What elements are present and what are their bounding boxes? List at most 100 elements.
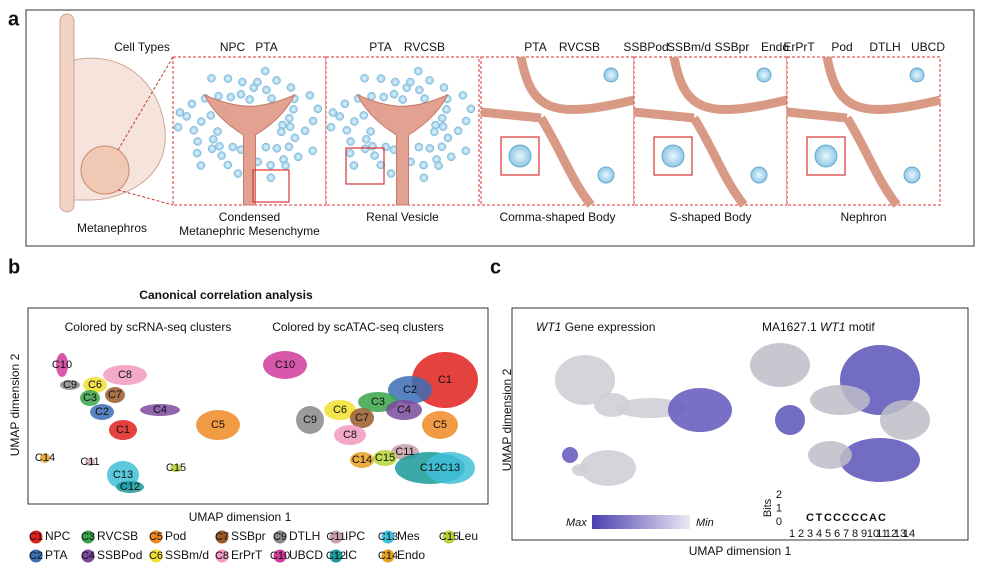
legend-name: IPC bbox=[345, 529, 365, 543]
legend-name: ErPrT bbox=[231, 548, 263, 562]
title-text: motif bbox=[849, 320, 876, 334]
cluster-cloud bbox=[40, 453, 50, 463]
expression-cloud bbox=[615, 398, 685, 418]
cell bbox=[466, 104, 476, 114]
cell bbox=[226, 92, 236, 102]
stage-name: Comma-shaped Body bbox=[499, 210, 615, 224]
cell bbox=[217, 151, 226, 160]
legend-swatch bbox=[215, 549, 229, 563]
legend-id: C2 bbox=[29, 550, 43, 562]
colorbar bbox=[592, 515, 690, 529]
vesicle bbox=[756, 67, 772, 83]
cluster-label: C1 bbox=[116, 424, 130, 436]
logo-letter: C bbox=[806, 512, 814, 524]
legend-name: Endo bbox=[397, 548, 425, 562]
cell bbox=[207, 144, 217, 154]
legend-id: C14 bbox=[378, 550, 398, 562]
cluster-cloud bbox=[140, 404, 180, 416]
cell bbox=[305, 91, 315, 100]
cluster-cloud bbox=[324, 400, 356, 420]
legend-id: C9 bbox=[273, 531, 287, 543]
vesicle bbox=[814, 144, 838, 168]
cluster-label: C2 bbox=[403, 384, 417, 396]
cluster-cloud bbox=[350, 408, 374, 428]
cluster-cloud bbox=[196, 410, 240, 440]
cell-type-label: Pod bbox=[831, 40, 852, 54]
cell bbox=[453, 126, 463, 136]
cell-type-label: SSBpr bbox=[715, 40, 750, 54]
cell bbox=[189, 126, 199, 135]
cluster-cloud bbox=[388, 376, 432, 404]
cluster-cloud bbox=[56, 353, 68, 377]
panel-label: c bbox=[490, 256, 501, 278]
cell bbox=[196, 161, 206, 170]
cell bbox=[238, 77, 247, 87]
plot-title: WT1 Gene expression bbox=[536, 320, 655, 334]
cluster-label: C13 bbox=[440, 462, 460, 474]
logo-letter: C bbox=[842, 512, 850, 524]
legend-swatch bbox=[381, 530, 395, 544]
cluster-label: C5 bbox=[211, 419, 225, 431]
cell-type-label: DTLH bbox=[869, 40, 900, 54]
panel-frame bbox=[511, 307, 969, 541]
cell bbox=[376, 160, 386, 170]
cell bbox=[328, 108, 338, 117]
cluster-cloud bbox=[116, 481, 144, 493]
stage-name: Condensed bbox=[219, 210, 280, 224]
vesicle bbox=[903, 166, 921, 184]
x-axis-label: UMAP dimension 1 bbox=[689, 544, 792, 558]
motif-cloud bbox=[880, 400, 930, 440]
cell bbox=[442, 105, 451, 114]
expression-cloud bbox=[572, 464, 588, 476]
legend-name: SSBpr bbox=[231, 529, 266, 543]
cell bbox=[308, 116, 318, 126]
cluster-label: C8 bbox=[343, 429, 357, 441]
cell bbox=[362, 135, 371, 144]
legend-item: C6 SSBm/d bbox=[149, 548, 209, 563]
cell bbox=[173, 122, 183, 132]
cell bbox=[290, 133, 300, 143]
cell bbox=[366, 127, 375, 136]
cell bbox=[245, 95, 254, 104]
legend-item: C9 DTLH bbox=[273, 529, 320, 544]
cluster-label: C3 bbox=[83, 392, 97, 404]
vesicle bbox=[508, 144, 532, 168]
cluster-cloud bbox=[373, 450, 397, 466]
cell bbox=[261, 142, 271, 152]
legend-name: PTA bbox=[45, 548, 67, 562]
cell-type-label: PTA bbox=[255, 40, 277, 54]
cell-type-label: PTA bbox=[369, 40, 391, 54]
legend-name: Pod bbox=[165, 529, 186, 543]
cluster-cloud bbox=[263, 351, 307, 379]
legend-id: C7 bbox=[215, 531, 229, 543]
legend-name: RVCSB bbox=[97, 529, 138, 543]
cell bbox=[284, 142, 294, 151]
expression-cloud bbox=[580, 450, 636, 486]
legend-swatch bbox=[329, 549, 343, 563]
cell-type-label: RVCSB bbox=[404, 40, 445, 54]
cell bbox=[447, 152, 456, 162]
legend-id: C15 bbox=[439, 531, 459, 543]
cell bbox=[266, 173, 276, 182]
cell bbox=[277, 127, 286, 137]
cell bbox=[398, 95, 407, 104]
cell bbox=[391, 77, 400, 87]
logo-position: 9 bbox=[861, 528, 867, 540]
legend-id: C8 bbox=[215, 550, 229, 562]
cluster-label: C9 bbox=[303, 414, 317, 426]
cell bbox=[350, 117, 359, 126]
cell bbox=[368, 141, 377, 151]
legend-id: C5 bbox=[149, 531, 163, 543]
logo-position: 2 bbox=[798, 528, 804, 540]
cell bbox=[285, 122, 295, 131]
cluster-label: C10 bbox=[52, 359, 72, 371]
cell bbox=[209, 135, 218, 144]
y-axis-label: UMAP dimension 2 bbox=[8, 353, 22, 456]
cell bbox=[346, 137, 355, 146]
cell bbox=[420, 94, 429, 103]
legend-name: IC bbox=[345, 548, 357, 562]
cell bbox=[461, 116, 471, 126]
cell bbox=[192, 148, 202, 158]
